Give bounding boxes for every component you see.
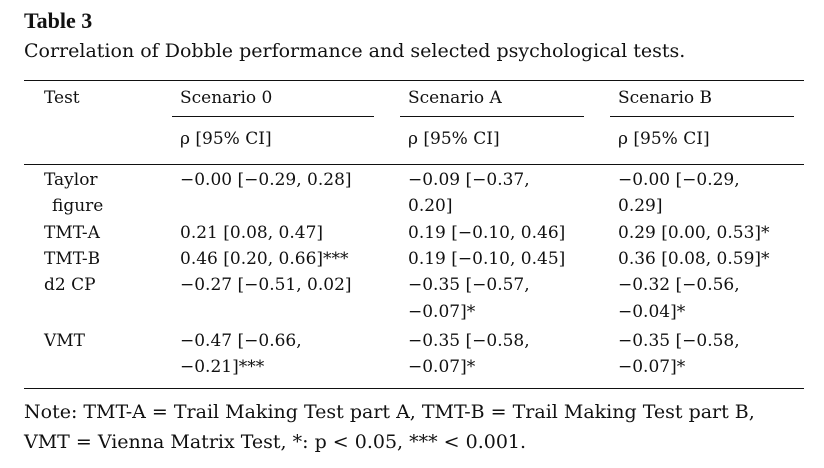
column-header-scenario-b: Scenario B [618, 88, 713, 108]
row-vmt-scenario-a-cont: −0.07]* [408, 357, 476, 377]
row-vmt-test: VMT [44, 331, 86, 351]
subheader-rule-scenario-0 [172, 116, 374, 117]
row-taylor-test: Taylor [44, 170, 98, 190]
row-taylor-scenario-a: −0.09 [−0.37, [408, 170, 530, 190]
row-taylor-scenario-0: −0.00 [−0.29, 0.28] [180, 170, 352, 190]
row-d2-cp-scenario-b: −0.32 [−0.56, [618, 275, 740, 295]
row-tmt-a-scenario-0: 0.21 [0.08, 0.47] [180, 223, 324, 243]
subheader-rule-scenario-a [400, 116, 584, 117]
table-note-line-1: Note: TMT-A = Trail Making Test part A, … [24, 401, 755, 423]
row-d2-cp-scenario-0: −0.27 [−0.51, 0.02] [180, 275, 352, 295]
row-d2-cp-scenario-b-cont: −0.04]* [618, 302, 686, 322]
column-header-test: Test [44, 88, 80, 108]
table-caption: Correlation of Dobble performance and se… [24, 40, 686, 62]
table-note-line-2: VMT = Vienna Matrix Test, *: p < 0.05, *… [24, 431, 527, 453]
row-vmt-scenario-0: −0.47 [−0.66, [180, 331, 302, 351]
column-header-scenario-0: Scenario 0 [180, 88, 273, 108]
subheader-rho-scenario-a: ρ [95% CI] [408, 129, 500, 149]
top-rule [24, 80, 804, 81]
row-d2-cp-test: d2 CP [44, 275, 96, 295]
row-tmt-b-scenario-0: 0.46 [0.20, 0.66]*** [180, 249, 349, 269]
row-tmt-a-scenario-b: 0.29 [0.00, 0.53]* [618, 223, 770, 243]
subheader-rho-scenario-0: ρ [95% CI] [180, 129, 272, 149]
header-rule [24, 164, 804, 165]
row-tmt-b-scenario-a: 0.19 [−0.10, 0.45] [408, 249, 566, 269]
bottom-rule [24, 388, 804, 389]
row-vmt-scenario-0-cont: −0.21]*** [180, 357, 265, 377]
subheader-rule-scenario-b [610, 116, 794, 117]
row-taylor-scenario-a-cont: 0.20] [408, 196, 453, 216]
row-vmt-scenario-b: −0.35 [−0.58, [618, 331, 740, 351]
row-vmt-scenario-a: −0.35 [−0.58, [408, 331, 530, 351]
row-taylor-scenario-b: −0.00 [−0.29, [618, 170, 740, 190]
table-note: Note: TMT-A = Trail Making Test part A, … [24, 397, 814, 457]
row-vmt-scenario-b-cont: −0.07]* [618, 357, 686, 377]
row-d2-cp-scenario-a-cont: −0.07]* [408, 302, 476, 322]
row-d2-cp-scenario-a: −0.35 [−0.57, [408, 275, 530, 295]
row-tmt-a-test: TMT-A [44, 223, 100, 243]
row-tmt-a-scenario-a: 0.19 [−0.10, 0.46] [408, 223, 566, 243]
table-label: Table 3 [24, 8, 93, 33]
row-taylor-scenario-b-cont: 0.29] [618, 196, 663, 216]
row-taylor-test-cont: figure [52, 196, 104, 216]
subheader-rho-scenario-b: ρ [95% CI] [618, 129, 710, 149]
row-tmt-b-scenario-b: 0.36 [0.08, 0.59]* [618, 249, 770, 269]
column-header-scenario-a: Scenario A [408, 88, 502, 108]
row-tmt-b-test: TMT-B [44, 249, 101, 269]
